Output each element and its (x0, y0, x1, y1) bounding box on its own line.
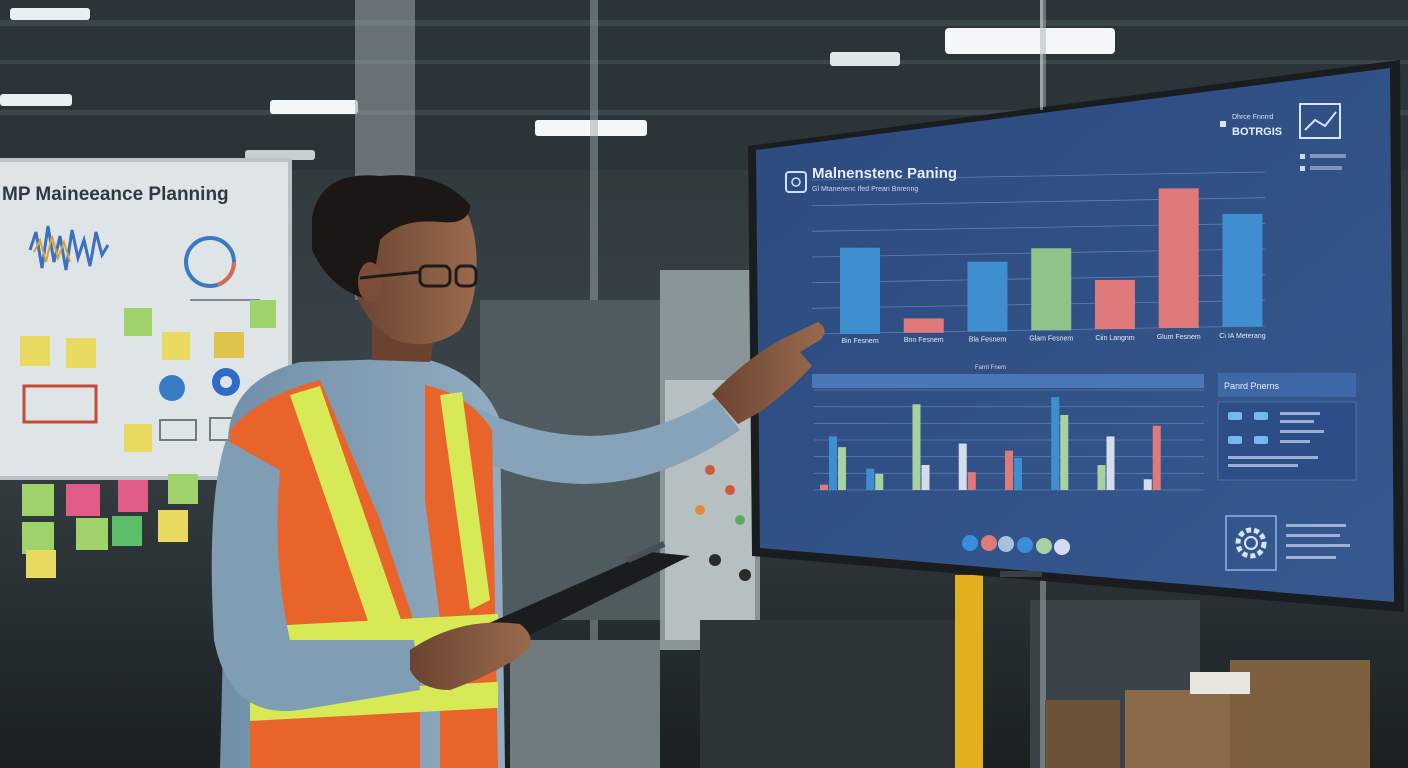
lower-bar (1106, 436, 1115, 490)
hair (312, 175, 470, 300)
gear-box (1225, 515, 1277, 571)
chart-preview-icon (1299, 103, 1341, 139)
engineer (211, 175, 825, 768)
cardboard-boxes (1045, 660, 1370, 768)
ceiling-light (10, 8, 90, 20)
clipboard-icon (478, 552, 690, 640)
yellow-post (955, 575, 983, 768)
lower-bar (958, 443, 967, 490)
ceiling-light (830, 52, 900, 66)
lower-bar (875, 473, 884, 490)
diagram-box (22, 384, 98, 424)
whiteboard-title: MP Maineeance Planning (2, 184, 229, 205)
lower-bar (1005, 450, 1013, 490)
lower-bar (912, 404, 921, 490)
lower-bar (838, 447, 846, 490)
upper-bar-label: Bin Fesnem (841, 338, 879, 345)
upper-bar (967, 261, 1008, 332)
ceiling-light (245, 150, 315, 160)
upper-bar (1031, 248, 1072, 331)
upper-bar-label: Ciin Langnm (1095, 335, 1134, 342)
sticky-note (162, 332, 190, 360)
legend-dots (1300, 154, 1346, 171)
pointing-hand (712, 322, 825, 424)
upper-bar-label: Glum Fesnem (1157, 334, 1201, 341)
upper-bar-label: Bnn Fesnem (904, 337, 944, 344)
vest-stripe (290, 386, 408, 650)
lower-bar (921, 465, 930, 490)
side-panel-header (1218, 373, 1356, 397)
upper-bar-label: Ci IA Meterang (1219, 333, 1265, 340)
sticky-note (214, 332, 244, 358)
top-right-label: Dhrce Fnnrrd (1232, 114, 1273, 121)
upper-bar (1094, 279, 1135, 330)
dashboard: Malnenstenc Paning Gl Mtanenenc Ifed Pre… (785, 103, 1357, 571)
lower-bar (1097, 465, 1106, 490)
lower-bar (829, 436, 837, 490)
page-indicator-dots (962, 535, 1070, 555)
ear (358, 262, 382, 302)
waveform-icon (28, 225, 110, 271)
lower-bar (820, 484, 828, 490)
top-right-code: BOTRGIS (1232, 126, 1282, 138)
upper-bar (1158, 188, 1199, 328)
lower-bar-chart (814, 389, 1204, 491)
gridline (811, 171, 1266, 181)
flow-diagram-icon (1228, 412, 1268, 444)
gear-icon (1235, 527, 1267, 559)
sticky-note (250, 300, 276, 328)
ceiling-light (0, 94, 72, 106)
dashboard-subtitle: Gl Mtanenenc Ifed Prean Bnrenng (812, 186, 918, 193)
lower-bar (1051, 397, 1060, 490)
vest-stripe (440, 392, 490, 610)
monitor-screen (756, 68, 1394, 602)
lower-bar (967, 472, 976, 490)
lower-chart-header-bar (812, 374, 1204, 388)
upper-bar-label: Glam Fesnem (1029, 336, 1073, 343)
monitor (748, 60, 1404, 612)
side-panel-title: Panrd Pnerns (1224, 381, 1280, 391)
raised-arm (470, 398, 740, 484)
sticky-note (66, 338, 96, 368)
lower-bar (866, 468, 875, 490)
lower-bar (1143, 479, 1152, 490)
ceiling-light (945, 28, 1115, 54)
ceiling-light (270, 100, 358, 114)
holding-hand (410, 622, 531, 690)
dashboard-logo-icon (785, 171, 807, 193)
lower-bar (1152, 425, 1161, 490)
lower-chart-header: Farnt Fnem (975, 365, 1006, 371)
pie-icon (159, 375, 185, 401)
sticky-note (124, 424, 152, 452)
upper-bar-label: Bla Fesnem (969, 336, 1007, 343)
upper-bar (840, 247, 880, 334)
lower-arm (211, 440, 420, 712)
lower-bar (1014, 457, 1022, 490)
upper-bar (903, 318, 944, 333)
sticky-note (20, 336, 50, 366)
lower-bar (1060, 415, 1069, 490)
sticky-note (124, 308, 152, 336)
lower-sticky-notes (22, 474, 198, 578)
glasses-icon (359, 264, 478, 288)
upper-bar (1222, 213, 1263, 327)
upper-bar-chart: Bin Fesnem Bnn Fesnem Bla Fesnem Glam Fesne… (811, 171, 1266, 345)
